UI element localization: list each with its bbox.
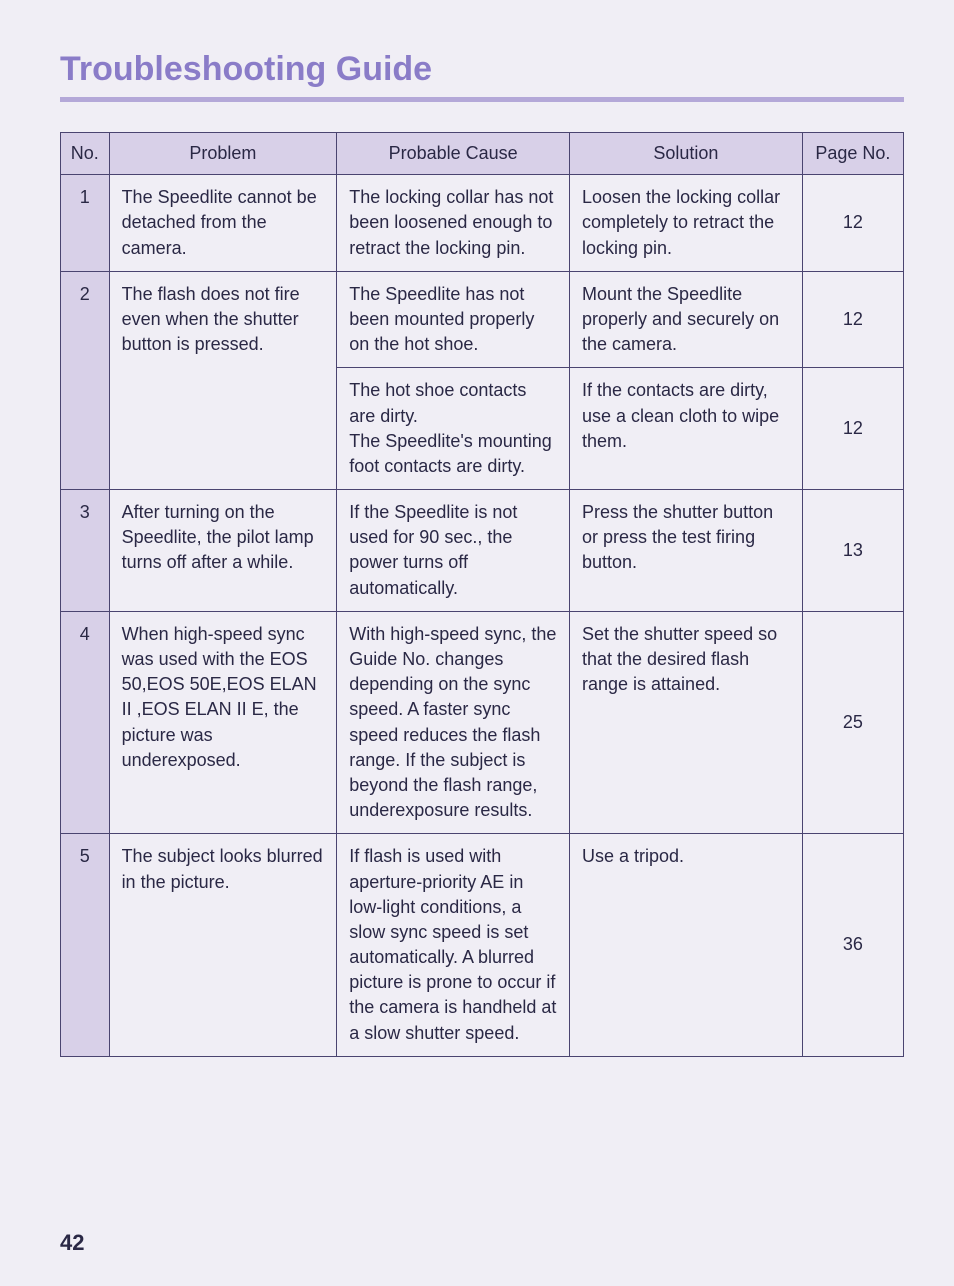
cell-page: 36 bbox=[802, 834, 903, 1057]
col-header-solution: Solution bbox=[570, 133, 803, 175]
cell-solution: If the contacts are dirty, use a clean c… bbox=[570, 368, 803, 490]
table-row: 1 The Speedlite cannot be detached from … bbox=[61, 175, 904, 272]
cell-page: 12 bbox=[802, 368, 903, 490]
cell-problem: When high-speed sync was used with the E… bbox=[109, 611, 337, 834]
cell-solution: Loosen the locking collar completely to … bbox=[570, 175, 803, 272]
col-header-cause: Probable Cause bbox=[337, 133, 570, 175]
cell-problem: The subject looks blurred in the picture… bbox=[109, 834, 337, 1057]
cell-cause: With high-speed sync, the Guide No. chan… bbox=[337, 611, 570, 834]
cell-cause: The hot shoe contacts are dirty. The Spe… bbox=[337, 368, 570, 490]
col-header-problem: Problem bbox=[109, 133, 337, 175]
page-title: Troubleshooting Guide bbox=[60, 50, 904, 89]
cell-page: 13 bbox=[802, 490, 903, 612]
cell-solution: Set the shutter speed so that the desire… bbox=[570, 611, 803, 834]
table-row: 3 After turning on the Speedlite, the pi… bbox=[61, 490, 904, 612]
cell-cause: If flash is used with aperture-priority … bbox=[337, 834, 570, 1057]
cell-page: 12 bbox=[802, 271, 903, 368]
cell-no: 2 bbox=[61, 271, 110, 489]
cell-problem: After turning on the Speedlite, the pilo… bbox=[109, 490, 337, 612]
cell-problem: The Speedlite cannot be detached from th… bbox=[109, 175, 337, 272]
cell-solution: Use a tripod. bbox=[570, 834, 803, 1057]
cell-cause: If the Speedlite is not used for 90 sec.… bbox=[337, 490, 570, 612]
table-row: 2 The flash does not fire even when the … bbox=[61, 271, 904, 368]
table-row: 5 The subject looks blurred in the pictu… bbox=[61, 834, 904, 1057]
cell-solution: Mount the Speedlite properly and securel… bbox=[570, 271, 803, 368]
col-header-page: Page No. bbox=[802, 133, 903, 175]
cell-no: 3 bbox=[61, 490, 110, 612]
title-rule bbox=[60, 97, 904, 102]
col-header-no: No. bbox=[61, 133, 110, 175]
cell-no: 1 bbox=[61, 175, 110, 272]
troubleshooting-table: No. Problem Probable Cause Solution Page… bbox=[60, 132, 904, 1057]
table-header-row: No. Problem Probable Cause Solution Page… bbox=[61, 133, 904, 175]
cell-cause: The Speedlite has not been mounted prope… bbox=[337, 271, 570, 368]
cell-no: 5 bbox=[61, 834, 110, 1057]
cell-problem: The flash does not fire even when the sh… bbox=[109, 271, 337, 489]
cell-solution: Press the shutter button or press the te… bbox=[570, 490, 803, 612]
cell-no: 4 bbox=[61, 611, 110, 834]
cell-page: 12 bbox=[802, 175, 903, 272]
table-row: 4 When high-speed sync was used with the… bbox=[61, 611, 904, 834]
cell-cause: The locking collar has not been loosened… bbox=[337, 175, 570, 272]
cell-page: 25 bbox=[802, 611, 903, 834]
page-number: 42 bbox=[60, 1230, 84, 1256]
